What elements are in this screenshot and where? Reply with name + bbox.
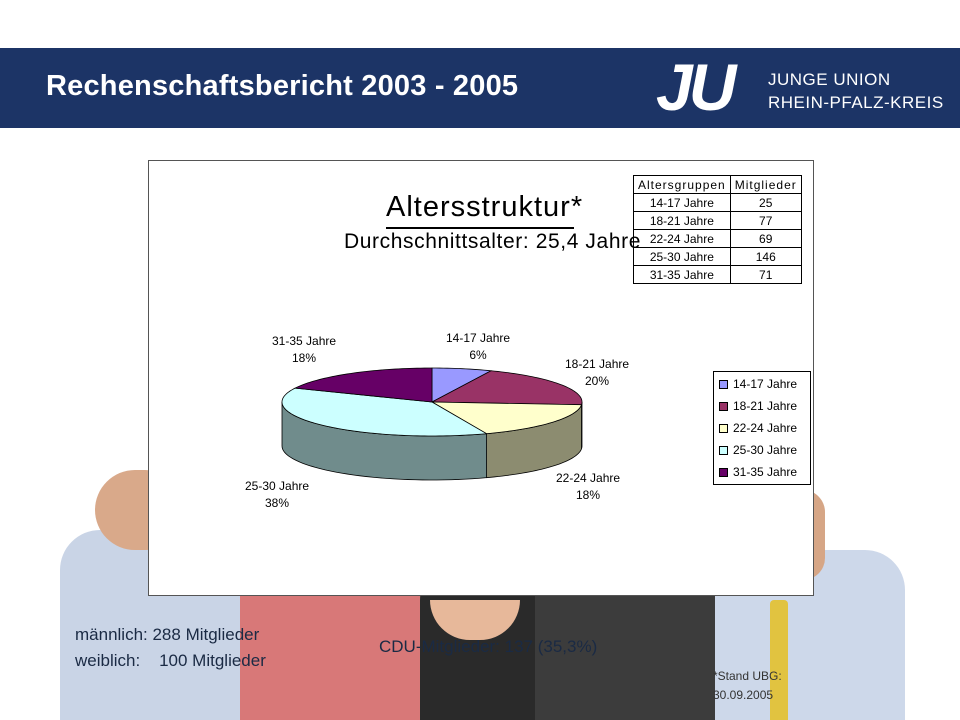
- pie-label-percent: 20%: [585, 374, 610, 388]
- table-header-cell: Altersgruppen: [633, 175, 731, 194]
- table-header-cell: Mitglieder: [729, 175, 802, 194]
- table-row: 18-21 Jahre 77: [633, 211, 802, 230]
- legend-item: 18-21 Jahre: [719, 399, 797, 413]
- legend-swatch: [719, 402, 728, 412]
- pie-label-14-17: 14-17 Jahre 6%: [446, 330, 510, 364]
- chart-panel: Altersstruktur* Durchschnittsalter: 25,4…: [148, 160, 814, 596]
- table-cell: 146: [729, 247, 802, 266]
- pie-slice-31-35-jahre: [293, 367, 433, 403]
- pie-slice-18-21-jahre: [431, 370, 583, 406]
- pie-label-percent: 6%: [469, 348, 487, 362]
- header-banner: Rechenschaftsbericht 2003 - 2005 JU JUNG…: [0, 48, 960, 128]
- table-cell: 71: [729, 265, 802, 284]
- table-cell: 31-35 Jahre: [633, 265, 731, 284]
- pie-label-25-30: 25-30 Jahre 38%: [245, 478, 309, 512]
- table-row: 25-30 Jahre 146: [633, 247, 802, 266]
- legend-item: 31-35 Jahre: [719, 465, 797, 479]
- legend-swatch: [719, 446, 728, 456]
- male-members-stat: männlich: 288 Mitglieder: [75, 625, 260, 644]
- legend-label: 14-17 Jahre: [733, 377, 798, 391]
- pie-label-category: 25-30 Jahre: [245, 479, 310, 493]
- chart-subtitle: Durchschnittsalter: 25,4 Jahre: [344, 230, 641, 253]
- pie-label-percent: 38%: [265, 496, 290, 510]
- table-row: 31-35 Jahre 71: [633, 265, 802, 284]
- pie-label-percent: 18%: [576, 488, 601, 502]
- female-members-stat: weiblich: 100 Mitglieder: [75, 651, 266, 670]
- chart-legend: 14-17 Jahre 18-21 Jahre 22-24 Jahre 25-3…: [713, 371, 811, 485]
- logo-text-line-1: JUNGE UNION: [768, 70, 891, 89]
- legend-swatch: [719, 468, 728, 478]
- pie-label-percent: 18%: [292, 351, 317, 365]
- table-cell: 25-30 Jahre: [633, 247, 731, 266]
- legend-label: 25-30 Jahre: [733, 443, 798, 457]
- legend-swatch: [719, 424, 728, 434]
- pie-slice-22-24-jahre: [430, 401, 583, 435]
- legend-label: 18-21 Jahre: [733, 399, 798, 413]
- cdu-members-stat: CDU-Mitglieder: 137 (35,3%): [379, 637, 598, 656]
- stand-note-line-2: 30.09.2005: [713, 688, 774, 702]
- stand-note-line-1: *Stand UBG:: [713, 669, 782, 683]
- pie-label-category: 31-35 Jahre: [272, 334, 337, 348]
- chart-title: Altersstruktur*: [386, 191, 584, 223]
- table-header-row: Altersgruppen Mitglieder: [633, 175, 802, 194]
- logo-text-line-2: RHEIN-PFALZ-KREIS: [768, 93, 944, 112]
- pie-label-22-24: 22-24 Jahre 18%: [556, 470, 620, 504]
- legend-item: 14-17 Jahre: [719, 377, 797, 391]
- ju-logo: JU: [656, 50, 736, 124]
- table-cell: 18-21 Jahre: [633, 211, 731, 230]
- legend-item: 25-30 Jahre: [719, 443, 797, 457]
- page-title: Rechenschaftsbericht 2003 - 2005: [46, 70, 519, 102]
- legend-label: 22-24 Jahre: [733, 421, 798, 435]
- pie-label-category: 14-17 Jahre: [446, 331, 511, 345]
- pie-label-31-35: 31-35 Jahre 18%: [272, 333, 336, 367]
- pie-slice-25-30-jahre: [281, 387, 488, 437]
- pie-label-18-21: 18-21 Jahre 20%: [565, 356, 629, 390]
- pie-label-category: 22-24 Jahre: [556, 471, 621, 485]
- age-group-table: Altersgruppen Mitglieder 14-17 Jahre 25 …: [633, 175, 802, 284]
- chart-title-underline: [386, 227, 574, 229]
- legend-item: 22-24 Jahre: [719, 421, 797, 435]
- pie-chart: [281, 367, 583, 481]
- pie-slice-14-17-jahre: [431, 367, 493, 403]
- legend-label: 31-35 Jahre: [733, 465, 798, 479]
- pie-label-category: 18-21 Jahre: [565, 357, 630, 371]
- legend-swatch: [719, 380, 728, 390]
